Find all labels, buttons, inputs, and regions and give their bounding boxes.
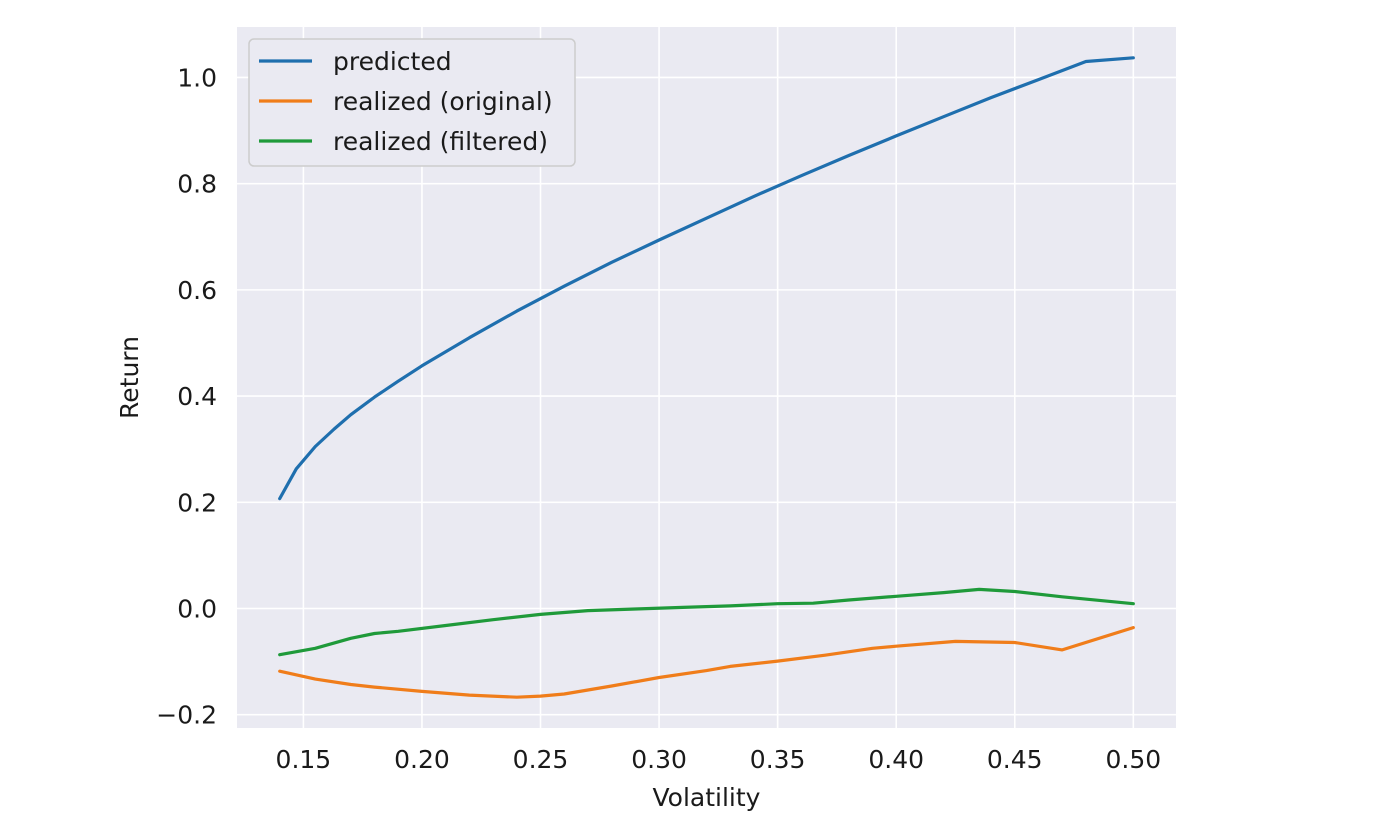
y-tick-label: 0.0 <box>177 595 217 624</box>
x-tick-label: 0.35 <box>750 745 806 774</box>
series-line-2 <box>278 587 1135 657</box>
x-tick-label: 0.20 <box>394 745 450 774</box>
legend-label: realized (filtered) <box>333 127 548 156</box>
y-axis-label: Return <box>115 336 144 419</box>
series-layer <box>278 56 1135 699</box>
x-tick-label: 0.45 <box>987 745 1043 774</box>
series-line-0 <box>278 56 1135 501</box>
x-tick-label: 0.15 <box>276 745 332 774</box>
y-tick-label: −0.2 <box>156 701 217 730</box>
series-line-1 <box>278 626 1135 699</box>
legend-box <box>248 38 576 167</box>
x-axis-ticks: 0.15 0.20 0.25 0.30 0.35 0.40 0.45 0.50 <box>276 745 1162 774</box>
x-tick-label: 0.25 <box>513 745 569 774</box>
legend: predicted realized (original) realized (fi… <box>248 38 576 167</box>
y-axis-ticks: −0.2 0.0 0.2 0.4 0.6 0.8 1.0 <box>156 63 217 729</box>
x-tick-label: 0.30 <box>631 745 687 774</box>
x-axis-label: Volatility <box>653 783 761 812</box>
y-tick-label: 0.8 <box>177 170 217 199</box>
x-tick-label: 0.50 <box>1105 745 1161 774</box>
x-tick-label: 0.40 <box>868 745 924 774</box>
y-tick-label: 1.0 <box>177 63 217 92</box>
y-tick-label: 0.2 <box>177 488 217 517</box>
legend-label: realized (original) <box>333 87 553 116</box>
y-tick-label: 0.6 <box>177 276 217 305</box>
legend-label: predicted <box>333 47 452 76</box>
y-tick-label: 0.4 <box>177 382 217 411</box>
